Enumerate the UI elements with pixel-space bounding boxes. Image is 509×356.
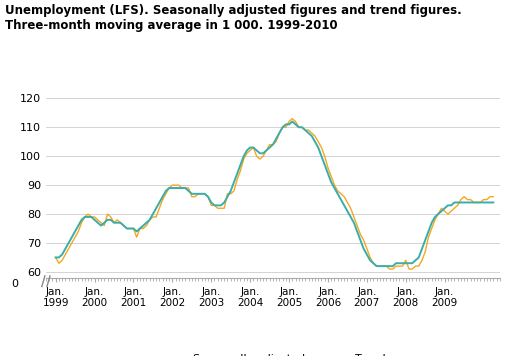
Text: 0: 0: [11, 279, 18, 289]
Seasonally adjusted: [489, 194, 495, 199]
Trend: [412, 258, 418, 262]
Trend: [52, 255, 59, 260]
Seasonally adjusted: [289, 116, 295, 121]
Trend: [418, 247, 424, 251]
Trend: [221, 200, 227, 205]
Seasonally adjusted: [386, 267, 392, 271]
Trend: [489, 200, 495, 205]
Seasonally adjusted: [52, 255, 59, 260]
Seasonally adjusted: [418, 258, 424, 262]
Seasonally adjusted: [415, 264, 421, 268]
Trend: [373, 264, 379, 268]
Text: Unemployment (LFS). Seasonally adjusted figures and trend figures.
Three-month m: Unemployment (LFS). Seasonally adjusted …: [5, 4, 461, 32]
Seasonally adjusted: [104, 212, 110, 216]
Trend: [289, 119, 295, 124]
Seasonally adjusted: [412, 264, 418, 268]
Seasonally adjusted: [470, 200, 476, 205]
Trend: [104, 218, 110, 222]
Seasonally adjusted: [221, 206, 227, 210]
Trend: [415, 255, 421, 260]
Trend: [470, 200, 476, 205]
Line: Seasonally adjusted: Seasonally adjusted: [55, 119, 492, 269]
Legend: Seasonally adjusted, Trend: Seasonally adjusted, Trend: [155, 350, 389, 356]
Line: Trend: Trend: [55, 121, 492, 266]
